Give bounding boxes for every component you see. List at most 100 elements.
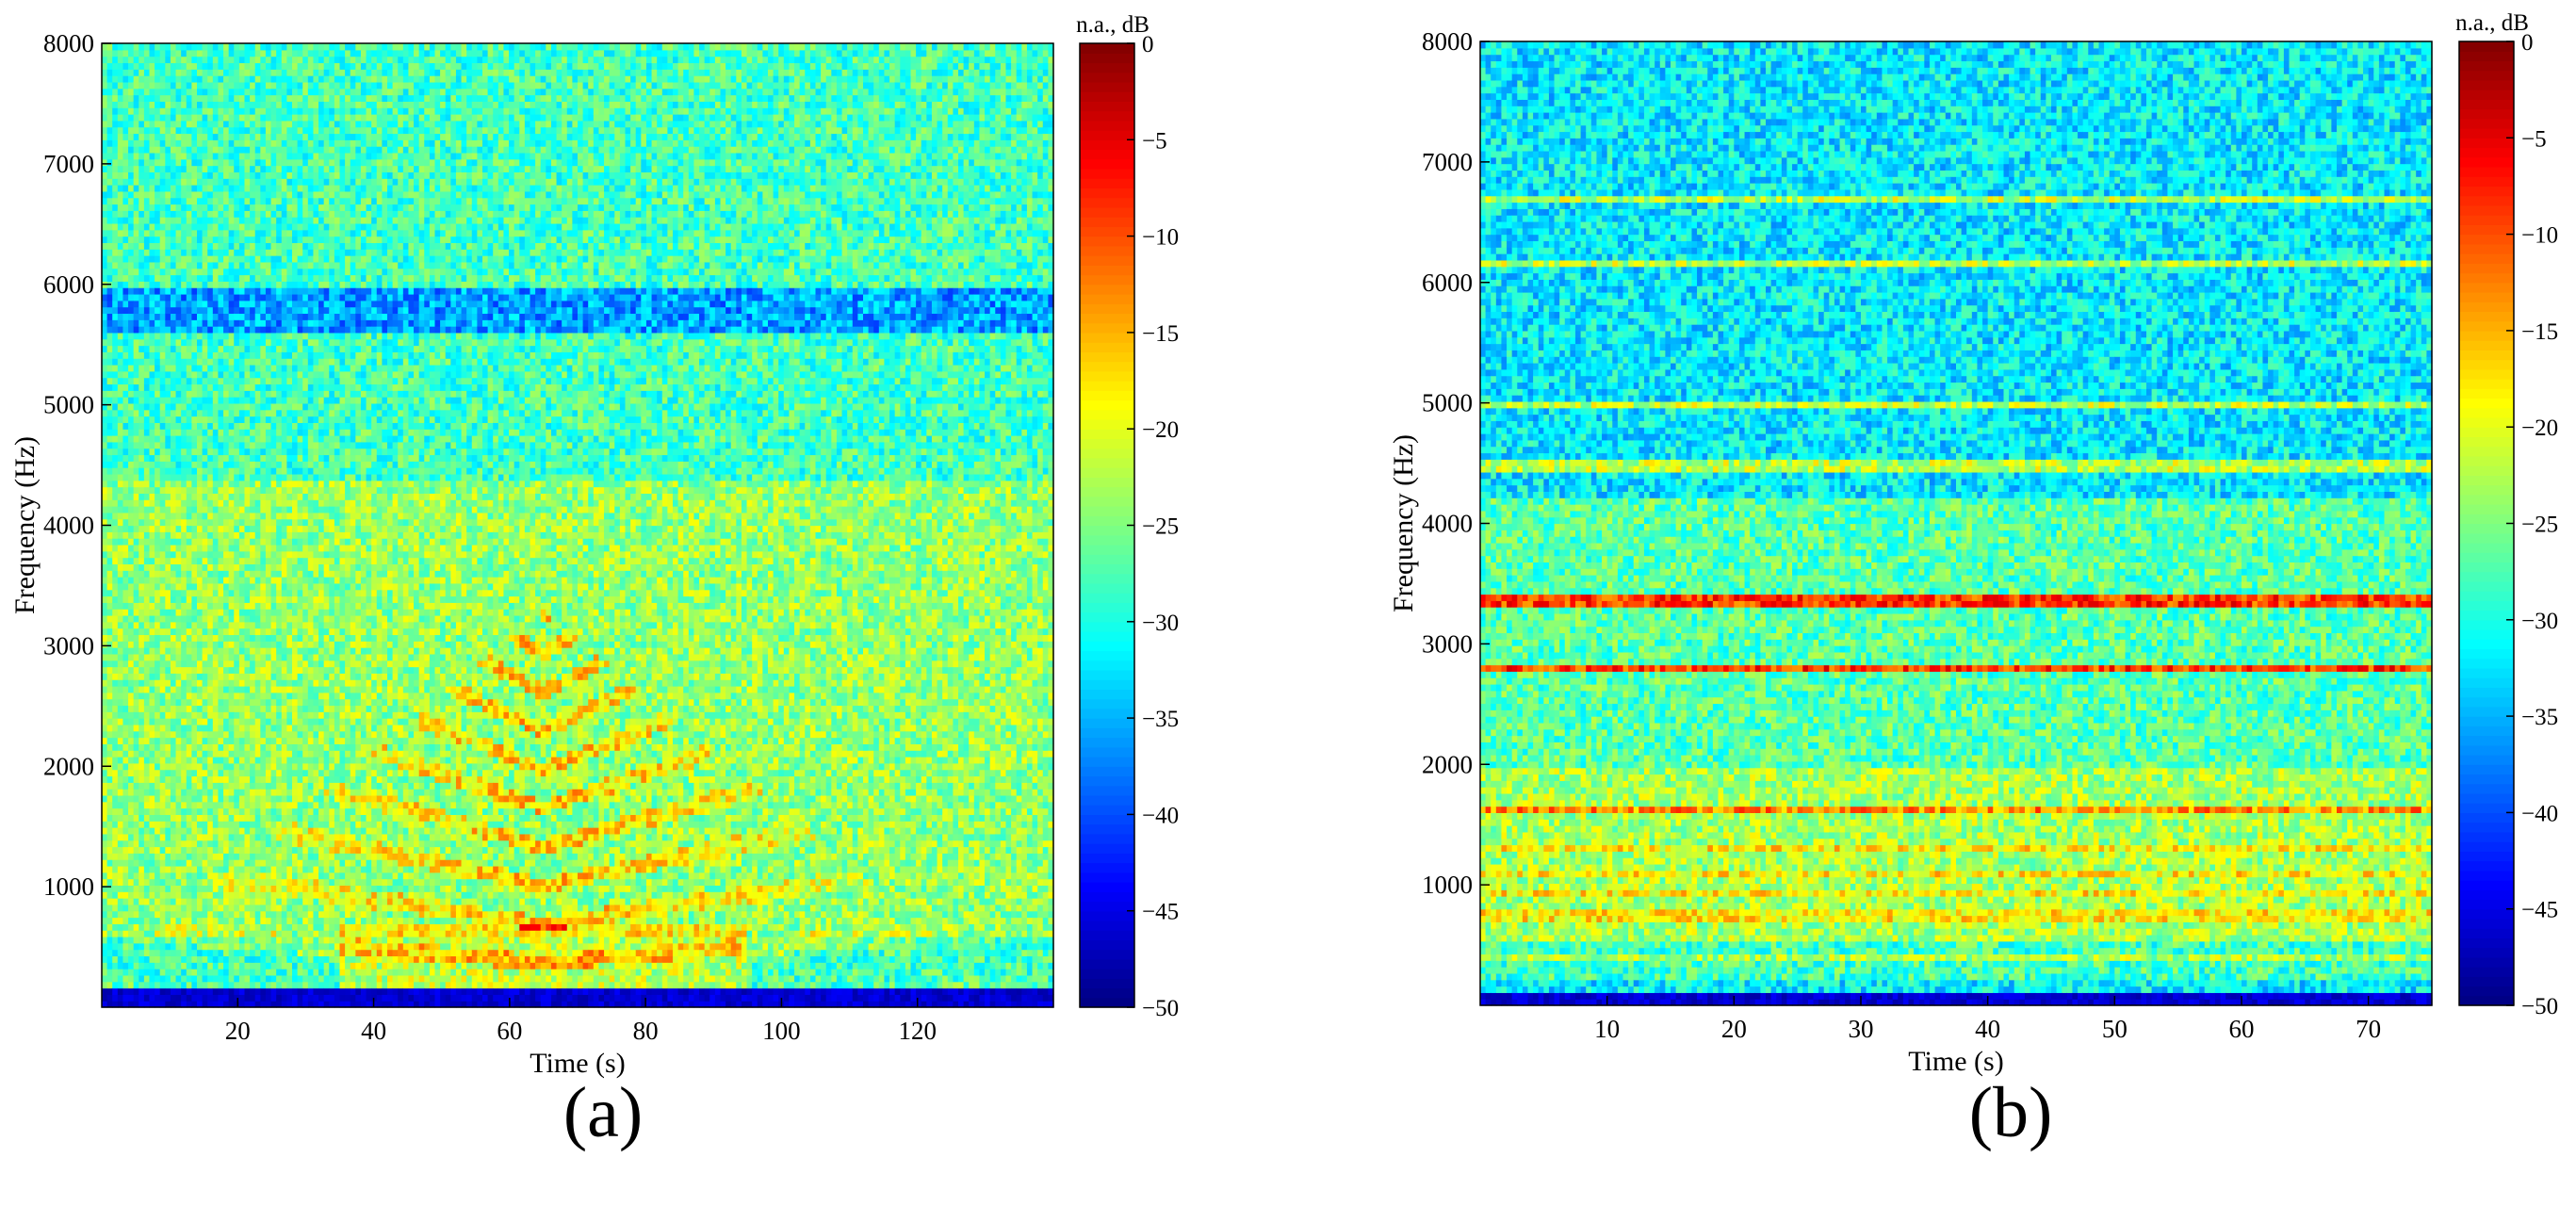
spectrogram-cell — [102, 191, 107, 198]
spectrogram-cell — [260, 711, 266, 718]
spectrogram-cell — [266, 647, 271, 654]
spectrogram-cell — [218, 673, 223, 679]
spectrogram-cell — [122, 351, 128, 358]
spectrogram-cell — [112, 390, 118, 397]
spectrogram-cell — [187, 255, 192, 262]
spectrogram-cell — [187, 390, 192, 397]
spectrogram-cell — [160, 840, 166, 847]
spectrogram-cell — [122, 718, 128, 725]
spectrogram-cell — [191, 159, 197, 166]
spectrogram-cell — [234, 879, 239, 886]
spectrogram-cell — [260, 416, 266, 423]
spectrogram-cell — [218, 814, 223, 821]
spectrogram-cell — [144, 89, 150, 95]
spectrogram-cell — [250, 89, 255, 95]
spectrogram-cell — [102, 474, 107, 481]
spectrogram-cell — [155, 236, 160, 243]
spectrogram-cell — [245, 821, 251, 827]
spectrogram-cell — [144, 545, 150, 551]
spectrogram-cell — [245, 365, 251, 371]
spectrogram-cell — [266, 43, 271, 50]
spectrogram-cell — [134, 577, 139, 583]
spectrogram-cell — [191, 891, 197, 898]
spectrogram-cell — [150, 333, 155, 339]
spectrogram-cell — [171, 429, 176, 435]
spectrogram-cell — [118, 139, 123, 146]
spectrogram-cell — [234, 493, 239, 499]
spectrogram-cell — [155, 513, 160, 519]
spectrogram-cell — [165, 859, 171, 866]
spectrogram-cell — [266, 628, 271, 635]
spectrogram-cell — [139, 448, 144, 455]
spectrogram-cell — [260, 526, 266, 532]
spectrogram-cell — [176, 590, 182, 596]
spectrogram-cell — [128, 654, 134, 660]
spectrogram-cell — [229, 107, 235, 114]
spectrogram-cell — [187, 210, 192, 217]
spectrogram-cell — [191, 975, 197, 982]
spectrogram-cell — [112, 686, 118, 693]
spectrogram-cell — [187, 950, 192, 956]
spectrogram-cell — [203, 725, 208, 731]
spectrogram-cell — [239, 442, 245, 448]
spectrogram-cell — [155, 146, 160, 153]
spectrogram-cell — [176, 872, 182, 879]
spectrogram-cell — [207, 513, 213, 519]
spectrogram-cell — [207, 994, 213, 1001]
spectrogram-cell — [213, 210, 219, 217]
spectrogram-cell — [165, 988, 171, 995]
spectrogram-cell — [112, 275, 118, 282]
spectrogram-cell — [160, 891, 166, 898]
spectrogram-cell — [112, 269, 118, 275]
spectrogram-cell — [187, 217, 192, 223]
spectrogram-cell — [160, 615, 166, 622]
spectrogram-cell — [155, 127, 160, 134]
spectrogram-cell — [234, 223, 239, 230]
spectrogram-cell — [128, 185, 134, 191]
spectrogram-cell — [266, 930, 271, 937]
spectrogram-cell — [234, 506, 239, 513]
spectrogram-cell — [139, 153, 144, 159]
spectrogram-cell — [128, 955, 134, 962]
spectrogram-cell — [218, 307, 223, 314]
spectrogram-cell — [266, 962, 271, 969]
spectrogram-cell — [197, 82, 203, 89]
spectrogram-cell — [213, 718, 219, 725]
spectrogram-cell — [118, 133, 123, 139]
spectrogram-cell — [122, 615, 128, 622]
spectrogram-cell — [250, 673, 255, 679]
spectrogram-cell — [144, 770, 150, 776]
spectrogram-cell — [260, 814, 266, 821]
spectrogram-cell — [191, 493, 197, 499]
spectrogram-cell — [223, 307, 229, 314]
spectrogram-cell — [255, 853, 261, 859]
spectrogram-cell — [191, 686, 197, 693]
spectrogram-cell — [181, 262, 187, 269]
spectrogram-cell — [150, 840, 155, 847]
spectrogram-cell — [112, 641, 118, 647]
spectrogram-cell — [266, 422, 271, 429]
spectrogram-cell — [118, 153, 123, 159]
spectrogram-cell — [139, 171, 144, 178]
spectrogram-cell — [255, 570, 261, 577]
spectrogram-cell — [150, 69, 155, 75]
spectrogram-cell — [134, 975, 139, 982]
spectrogram-cell — [165, 647, 171, 654]
spectrogram-cell — [176, 269, 182, 275]
spectrogram-cell — [191, 454, 197, 461]
spectrogram-cell — [245, 146, 251, 153]
spectrogram-cell — [203, 371, 208, 378]
spectrogram-cell — [255, 596, 261, 603]
spectrogram-cell — [239, 358, 245, 365]
spectrogram-cell — [218, 448, 223, 455]
spectrogram-cell — [134, 654, 139, 660]
spectrogram-cell — [250, 558, 255, 564]
spectrogram-cell — [165, 75, 171, 82]
spectrogram-cell — [128, 634, 134, 641]
spectrogram-cell — [139, 454, 144, 461]
spectrogram-cell — [255, 814, 261, 821]
spectrogram-cell — [203, 57, 208, 63]
spectrogram-cell — [181, 647, 187, 654]
spectrogram-cell — [245, 242, 251, 249]
spectrogram-cell — [144, 487, 150, 494]
